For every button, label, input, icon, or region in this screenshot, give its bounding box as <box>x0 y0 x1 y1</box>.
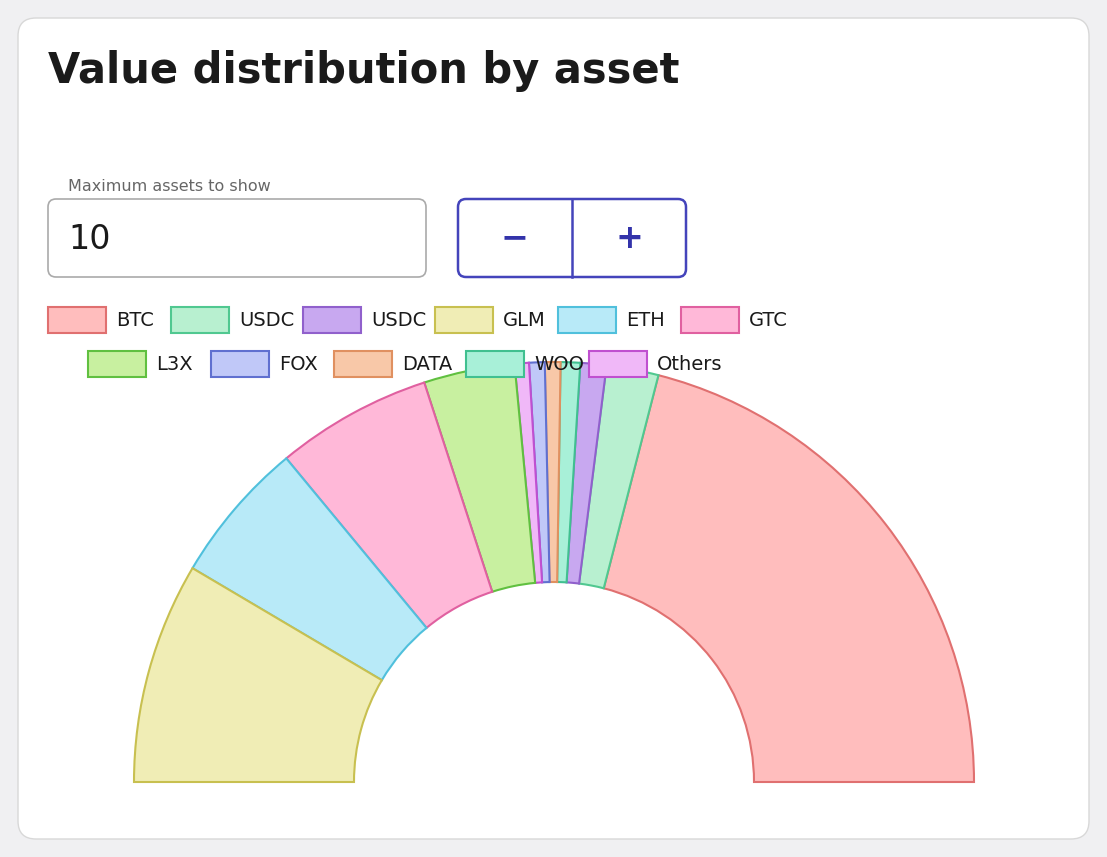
FancyBboxPatch shape <box>303 307 361 333</box>
Text: GLM: GLM <box>503 310 546 329</box>
FancyBboxPatch shape <box>558 307 615 333</box>
FancyBboxPatch shape <box>170 307 229 333</box>
Text: Others: Others <box>656 355 723 374</box>
Wedge shape <box>567 363 607 584</box>
Wedge shape <box>529 363 549 583</box>
FancyBboxPatch shape <box>48 307 106 333</box>
Text: −: − <box>501 221 529 255</box>
FancyBboxPatch shape <box>87 351 146 377</box>
Text: +: + <box>615 221 643 255</box>
Text: WOO: WOO <box>534 355 584 374</box>
Text: L3X: L3X <box>156 355 193 374</box>
FancyBboxPatch shape <box>211 351 269 377</box>
Text: DATA: DATA <box>402 355 453 374</box>
FancyBboxPatch shape <box>435 307 493 333</box>
FancyBboxPatch shape <box>589 351 646 377</box>
FancyBboxPatch shape <box>18 18 1089 839</box>
Wedge shape <box>557 362 580 583</box>
Wedge shape <box>193 458 426 680</box>
Wedge shape <box>579 365 659 588</box>
Text: GTC: GTC <box>749 310 788 329</box>
FancyBboxPatch shape <box>48 199 426 277</box>
Wedge shape <box>287 382 493 628</box>
Text: FOX: FOX <box>279 355 318 374</box>
Wedge shape <box>134 568 382 782</box>
Wedge shape <box>424 364 535 592</box>
Text: Value distribution by asset: Value distribution by asset <box>48 50 680 92</box>
Text: BTC: BTC <box>116 310 154 329</box>
FancyBboxPatch shape <box>334 351 392 377</box>
Text: USDC: USDC <box>239 310 294 329</box>
Wedge shape <box>545 362 560 582</box>
FancyBboxPatch shape <box>458 199 686 277</box>
FancyBboxPatch shape <box>681 307 739 333</box>
Text: 10: 10 <box>68 223 111 255</box>
Text: ETH: ETH <box>625 310 664 329</box>
Text: Maximum assets to show: Maximum assets to show <box>68 179 271 194</box>
Wedge shape <box>515 363 542 583</box>
FancyBboxPatch shape <box>466 351 524 377</box>
Wedge shape <box>603 375 974 782</box>
Text: USDC: USDC <box>371 310 426 329</box>
